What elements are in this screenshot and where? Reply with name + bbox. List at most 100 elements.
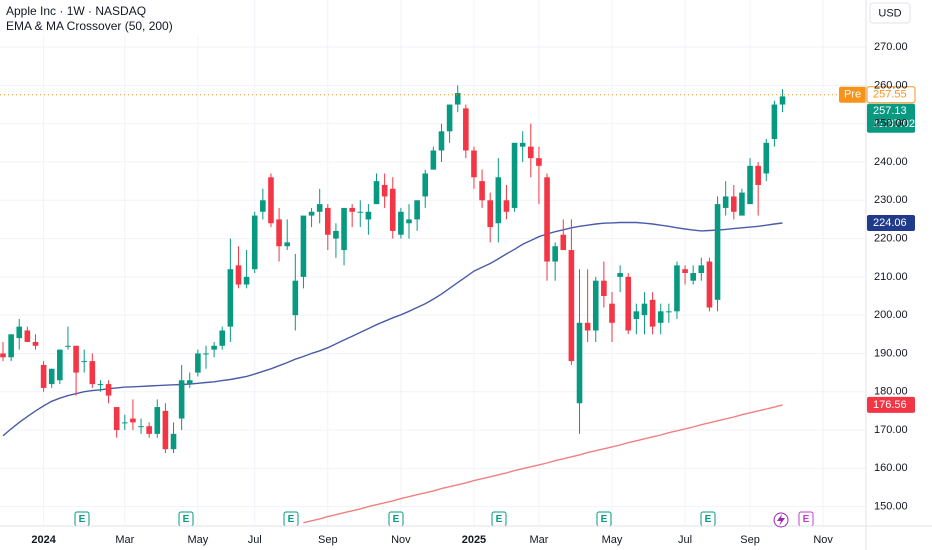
indicator-lines	[2, 221, 783, 524]
candle-body	[601, 280, 607, 297]
candle-body	[536, 158, 542, 166]
candle-body	[674, 265, 680, 312]
candle-body	[511, 142, 518, 208]
candle-body	[186, 380, 193, 385]
candle-body	[576, 322, 583, 404]
candle-body	[146, 426, 152, 434]
indicator-line	[2, 221, 783, 437]
y-tick-label: 200.00	[874, 309, 908, 321]
candle-body	[178, 380, 185, 419]
candle-body	[714, 204, 721, 300]
earnings-label[interactable]: E	[288, 514, 295, 525]
indicator-value: 224.06	[873, 217, 907, 229]
candle-body	[771, 104, 778, 140]
chart-subtitle: EMA & MA Crossover (50, 200)	[6, 19, 173, 33]
earnings-marker[interactable]: E	[491, 511, 507, 527]
x-tick-label: 2024	[31, 534, 56, 546]
candle-body	[105, 384, 112, 396]
candle-body	[463, 108, 469, 151]
candle-body	[81, 361, 87, 363]
candle-body	[398, 211, 404, 235]
candle-body	[235, 265, 242, 285]
candle-body	[357, 211, 364, 213]
candle-body	[57, 349, 63, 381]
candle-body	[48, 368, 55, 385]
candle-body	[333, 230, 339, 239]
currency[interactable]: USD	[878, 7, 901, 19]
x-tick-label: 2025	[462, 534, 486, 546]
candle-body	[365, 211, 372, 220]
candle-body	[122, 422, 128, 424]
candle-body	[381, 184, 388, 197]
y-tick-label: 190.00	[874, 347, 908, 359]
candle-body	[73, 345, 79, 373]
candle-body	[446, 104, 453, 132]
candle-body	[24, 330, 31, 342]
y-tick-label: 260.00	[874, 79, 908, 91]
premarket-label: Pre	[844, 89, 861, 101]
last-price: 257.13	[873, 105, 907, 117]
y-tick-label: 270.00	[874, 41, 908, 53]
candle-body	[503, 200, 510, 212]
candle-body	[698, 265, 705, 274]
lightning-icon[interactable]	[773, 512, 789, 528]
earnings-label[interactable]: E	[496, 514, 503, 525]
currency-box[interactable]	[869, 2, 911, 24]
candle-body	[438, 131, 445, 151]
indicator-line	[303, 404, 783, 524]
y-tick-label: 180.00	[874, 386, 908, 398]
candle-body	[138, 426, 144, 428]
x-tick-label: May	[602, 534, 623, 546]
candle-body	[162, 410, 169, 450]
candle-body	[731, 196, 737, 212]
earnings-label[interactable]: E	[601, 514, 608, 525]
earnings-label[interactable]: E	[183, 514, 190, 525]
candle-body	[406, 219, 412, 224]
earnings-marker[interactable]: E	[178, 511, 194, 527]
earnings-marker[interactable]: E	[798, 511, 814, 527]
candle-body	[625, 276, 632, 331]
candle-body	[454, 93, 461, 105]
candle-body	[268, 177, 274, 224]
candle-body	[341, 207, 347, 251]
candle-body	[690, 273, 696, 281]
candle-body	[276, 219, 282, 247]
candle-body	[739, 192, 745, 216]
candle-body	[389, 188, 396, 231]
earnings-marker[interactable]: E	[283, 511, 299, 527]
candle-body	[308, 211, 315, 216]
candle-body	[552, 246, 558, 262]
premarket-tag	[839, 86, 866, 103]
candle-body	[519, 142, 526, 147]
candle-body	[195, 353, 201, 373]
candle-body	[0, 353, 6, 358]
earnings-marker[interactable]: E	[388, 511, 404, 527]
x-tick-label: Sep	[318, 534, 338, 546]
indicator-value: 176.56	[873, 399, 907, 411]
x-tick-label: Mar	[529, 534, 548, 546]
earnings-label[interactable]: E	[393, 514, 400, 525]
candle-body	[40, 364, 47, 388]
candle-body	[219, 330, 226, 346]
earnings-marker[interactable]: E	[74, 511, 90, 527]
x-tick-label: Nov	[391, 534, 411, 546]
x-tick-label: Sep	[740, 534, 760, 546]
candle-body	[568, 250, 575, 362]
candle-body	[251, 215, 258, 270]
earnings-marker[interactable]: E	[596, 511, 612, 527]
earnings-label[interactable]: E	[79, 514, 86, 525]
candle-body	[16, 326, 23, 339]
earnings-label[interactable]: E	[803, 514, 810, 525]
candle-body	[763, 142, 770, 174]
candle-body	[349, 207, 355, 212]
candle-body	[414, 200, 420, 220]
earnings-marker[interactable]: E	[700, 511, 716, 527]
candle-body	[641, 303, 648, 316]
candle-body	[479, 181, 485, 201]
earnings-label[interactable]: E	[705, 514, 712, 525]
candle-body	[609, 303, 615, 323]
candle-body	[706, 261, 713, 308]
candle-body	[779, 96, 786, 105]
candle-body	[316, 204, 323, 212]
